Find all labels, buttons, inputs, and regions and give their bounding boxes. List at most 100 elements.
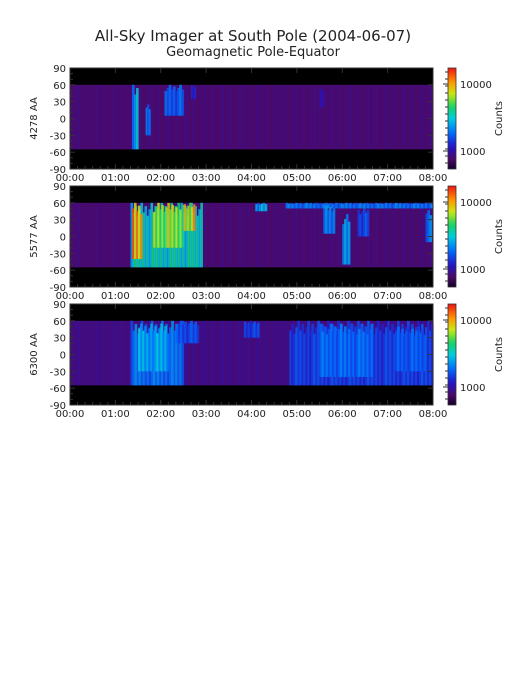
emission-streak — [321, 203, 324, 209]
x-tick-label: 08:00 — [419, 409, 448, 420]
background-streak — [287, 320, 289, 386]
emission-streak — [146, 333, 149, 372]
emission-streak — [150, 202, 154, 268]
background-streak — [90, 320, 92, 386]
background-streak — [230, 320, 232, 386]
background-streak — [375, 84, 378, 150]
background-streak — [95, 202, 98, 268]
background-streak — [368, 84, 370, 150]
background-streak — [129, 202, 131, 268]
colorbar-label: Counts — [494, 101, 505, 136]
emission-streak — [179, 209, 183, 248]
emission-streak — [192, 204, 196, 231]
background-streak — [75, 320, 77, 386]
background-streak — [101, 320, 103, 386]
y-tick-label: 60 — [53, 81, 66, 92]
background-streak — [238, 84, 240, 150]
background-streak — [373, 202, 375, 268]
background-streak — [334, 202, 336, 268]
background-streak — [261, 84, 264, 150]
x-tick-label: 01:00 — [101, 173, 130, 184]
background-streak — [352, 202, 354, 268]
background-streak — [308, 202, 310, 268]
background-streak — [142, 84, 144, 150]
emission-streak — [184, 206, 187, 268]
y-tick-label: 30 — [53, 334, 66, 345]
background-streak — [80, 320, 82, 386]
background-streak — [150, 84, 152, 150]
background-streak — [82, 320, 85, 386]
emission-streak — [315, 202, 319, 209]
emission-streak — [355, 202, 358, 209]
emission-streak — [257, 322, 260, 338]
emission-streak — [329, 203, 332, 209]
emission-streak — [159, 209, 162, 248]
colorbar — [447, 67, 457, 170]
background-streak — [272, 320, 274, 386]
background-streak — [318, 84, 321, 150]
emission-streak — [301, 203, 305, 209]
background-streak — [127, 84, 129, 150]
emission-streak — [291, 203, 295, 209]
emission-streak — [379, 203, 382, 209]
emission-streak — [370, 323, 374, 377]
emission-streak — [364, 326, 367, 377]
background-streak — [220, 320, 222, 386]
emission-streak — [251, 323, 254, 338]
background-streak — [285, 202, 287, 268]
emission-streak — [173, 330, 176, 386]
colorbar — [447, 185, 457, 288]
background-streak — [238, 202, 240, 268]
emission-streak — [407, 326, 410, 372]
emission-streak — [417, 326, 420, 372]
background-streak — [254, 84, 256, 150]
background-streak — [116, 202, 118, 268]
emission-streak — [411, 203, 414, 209]
background-streak — [114, 84, 116, 150]
background-streak — [311, 202, 313, 268]
background-streak — [210, 202, 212, 268]
colorbar-tick-label: 1000 — [460, 265, 485, 276]
emission-streak — [327, 209, 330, 234]
background-streak — [106, 202, 108, 268]
emission-streak — [167, 202, 170, 248]
background-streak — [264, 84, 266, 150]
emission-streak — [425, 213, 429, 243]
emission-streak — [194, 206, 197, 268]
x-tick-label: 05:00 — [282, 291, 311, 302]
background-streak — [375, 202, 378, 268]
emission-streak — [132, 208, 135, 259]
background-streak — [391, 84, 393, 150]
emission-streak — [311, 203, 315, 209]
emission-streak — [383, 333, 386, 386]
background-streak — [70, 202, 72, 268]
background-streak — [259, 84, 261, 150]
background-streak — [121, 202, 124, 268]
emission-streak — [313, 333, 316, 386]
emission-streak — [391, 203, 394, 209]
emission-streak — [255, 324, 258, 338]
emission-streak — [431, 203, 434, 209]
background-streak — [165, 84, 168, 150]
emission-streak — [362, 331, 365, 377]
y-tick-label: -90 — [50, 165, 66, 176]
emission-streak — [164, 326, 167, 372]
background-streak — [194, 320, 196, 386]
background-streak — [194, 84, 196, 150]
background-streak — [108, 320, 111, 386]
emission-streak — [145, 107, 148, 136]
background-streak — [316, 84, 318, 150]
emission-streak — [147, 104, 150, 136]
background-streak — [404, 84, 406, 150]
background-streak — [98, 320, 100, 386]
x-tick-label: 07:00 — [373, 173, 402, 184]
emission-streak — [154, 326, 157, 372]
emission-streak — [137, 205, 141, 259]
background-streak — [93, 202, 95, 268]
background-streak — [427, 84, 430, 150]
emission-streak — [297, 320, 300, 386]
background-streak — [168, 84, 170, 150]
background-streak — [93, 320, 95, 386]
background-streak — [274, 202, 277, 268]
